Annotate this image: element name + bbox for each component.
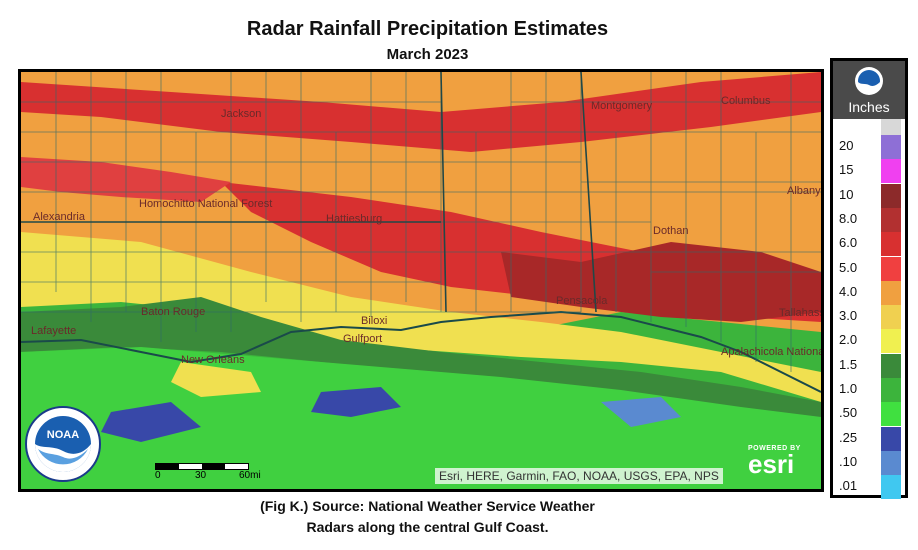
legend-top-swatch: [881, 119, 901, 135]
legend-item: 15: [833, 159, 905, 184]
legend-color-swatch: [881, 450, 901, 475]
place-label: Homochitto National Forest: [139, 198, 272, 210]
scale-label: 60mi: [239, 470, 261, 481]
place-label: Dothan: [653, 225, 688, 237]
legend-color-swatch: [881, 402, 901, 427]
legend-item-label: .25: [839, 429, 858, 445]
figure-caption-line1: (Fig K.) Source: National Weather Servic…: [260, 498, 595, 514]
place-label: Gulfport: [343, 333, 382, 345]
boundary-grid: [21, 72, 821, 372]
page-subtitle: March 2023: [386, 46, 469, 63]
legend-item: 1.5: [833, 353, 905, 379]
legend-item-label: 4.0: [839, 283, 858, 299]
place-label: Pensacola: [556, 295, 608, 307]
legend-item-label: 5.0: [839, 259, 858, 275]
legend-item: 10: [833, 183, 905, 209]
scale-label: 30: [195, 470, 207, 481]
legend-item-label: 20: [839, 138, 854, 153]
place-label: New Orleans: [181, 354, 245, 366]
legend-color-swatch: [881, 329, 901, 354]
legend-color-swatch: [881, 378, 901, 402]
legend-scale: 20 15 10 8.0 6.0 5.0 4.0 3.0 2.0 1.5 1.0 .50 .25 .10.…: [833, 119, 905, 500]
legend-item-label: 3.0: [839, 308, 858, 324]
legend-item: 6.0: [833, 232, 905, 257]
page-title: Radar Rainfall Precipitation Estimates: [246, 18, 609, 40]
legend-item: .25: [833, 426, 905, 452]
legend-color-swatch: [881, 159, 901, 184]
place-labels: Montgomery Columbus Dothan Biloxi Gulfpo…: [31, 95, 821, 366]
legend-item-label: .01: [839, 478, 858, 494]
place-label: Albany: [787, 185, 821, 197]
legend-item-label: 6.0: [839, 235, 858, 251]
legend-color-swatch: [881, 353, 901, 378]
legend-header: Inches: [833, 61, 905, 117]
legend-item: 1.0: [833, 378, 905, 403]
place-label: Tallahassee: [779, 307, 821, 319]
scale-bar-ruler: [155, 463, 249, 470]
place-label: Columbus: [721, 95, 771, 107]
legend-item-label: 1.0: [839, 381, 858, 396]
map-attribution: Esri, HERE, Garmin, FAO, NOAA, USGS, EPA…: [435, 468, 723, 484]
legend-item: .01: [833, 475, 905, 500]
legend-color-swatch: [881, 207, 901, 232]
legend-item-label: 2.0: [839, 332, 858, 348]
place-label: Lafayette: [31, 325, 76, 337]
place-label: Alexandria: [33, 211, 86, 223]
legend-item: 3.0: [833, 305, 905, 330]
place-label: Hattiesburg: [326, 213, 382, 225]
place-label: Biloxi: [361, 315, 387, 327]
legend-color-swatch: [881, 232, 901, 257]
legend-item-label: .50: [839, 405, 858, 421]
legend-item-label: 15: [839, 162, 854, 178]
scale-bar: 0 30 60mi: [155, 463, 261, 483]
place-label: Apalachicola National Forest: [721, 346, 821, 358]
legend-item: 2.0: [833, 329, 905, 354]
precipitation-legend: Inches 20 15 10 8.0 6.0 5.0 4.0 3.0 2.0 1.5 1.0 .50…: [830, 58, 908, 500]
esri-powered-by: POWERED BY: [748, 445, 801, 452]
legend-item-label: 1.5: [839, 356, 858, 372]
legend-color-swatch: [881, 280, 901, 305]
legend-item: .50: [833, 402, 905, 427]
legend-color-swatch: [881, 183, 901, 208]
noaa-logo-icon: NOAA: [25, 406, 101, 482]
map-canvas: Montgomery Columbus Dothan Biloxi Gulfpo…: [21, 72, 821, 489]
figure-caption-line2: Radars along the central Gulf Coast.: [306, 519, 549, 535]
esri-logo: POWERED BY esri: [748, 445, 801, 479]
legend-item-label: 10: [839, 186, 854, 202]
legend-item: 8.0: [833, 207, 905, 233]
noaa-small-logo-icon: [855, 67, 883, 95]
band-yellow: [21, 232, 821, 402]
legend-item: .10: [833, 450, 905, 476]
legend-color-swatch: [881, 135, 901, 159]
state-line: [21, 72, 597, 313]
patch-blue-2: [101, 402, 201, 442]
legend-item-label: .10: [839, 453, 858, 469]
svg-text:NOAA: NOAA: [47, 429, 79, 441]
legend-unit: Inches: [848, 99, 890, 115]
precipitation-map[interactable]: Montgomery Columbus Dothan Biloxi Gulfpo…: [18, 69, 824, 492]
place-label: Baton Rouge: [141, 306, 205, 318]
legend-item-label: 8.0: [839, 210, 858, 226]
legend-item: 20: [833, 135, 905, 160]
esri-wordmark: esri: [748, 449, 795, 479]
place-label: Jackson: [221, 108, 261, 120]
patch-blue-3: [601, 397, 681, 427]
legend-item: 4.0: [833, 280, 905, 306]
scale-label: 0: [155, 470, 161, 481]
legend-color-swatch: [881, 305, 901, 330]
place-label: Montgomery: [591, 100, 653, 112]
coastline: [21, 310, 821, 393]
patch-blue-1: [311, 387, 401, 417]
legend-color-swatch: [881, 256, 901, 281]
patch-yellow-sw: [171, 362, 261, 397]
legend-color-swatch: [881, 426, 901, 451]
legend-item: 5.0: [833, 256, 905, 282]
legend-color-swatch: [881, 475, 901, 500]
